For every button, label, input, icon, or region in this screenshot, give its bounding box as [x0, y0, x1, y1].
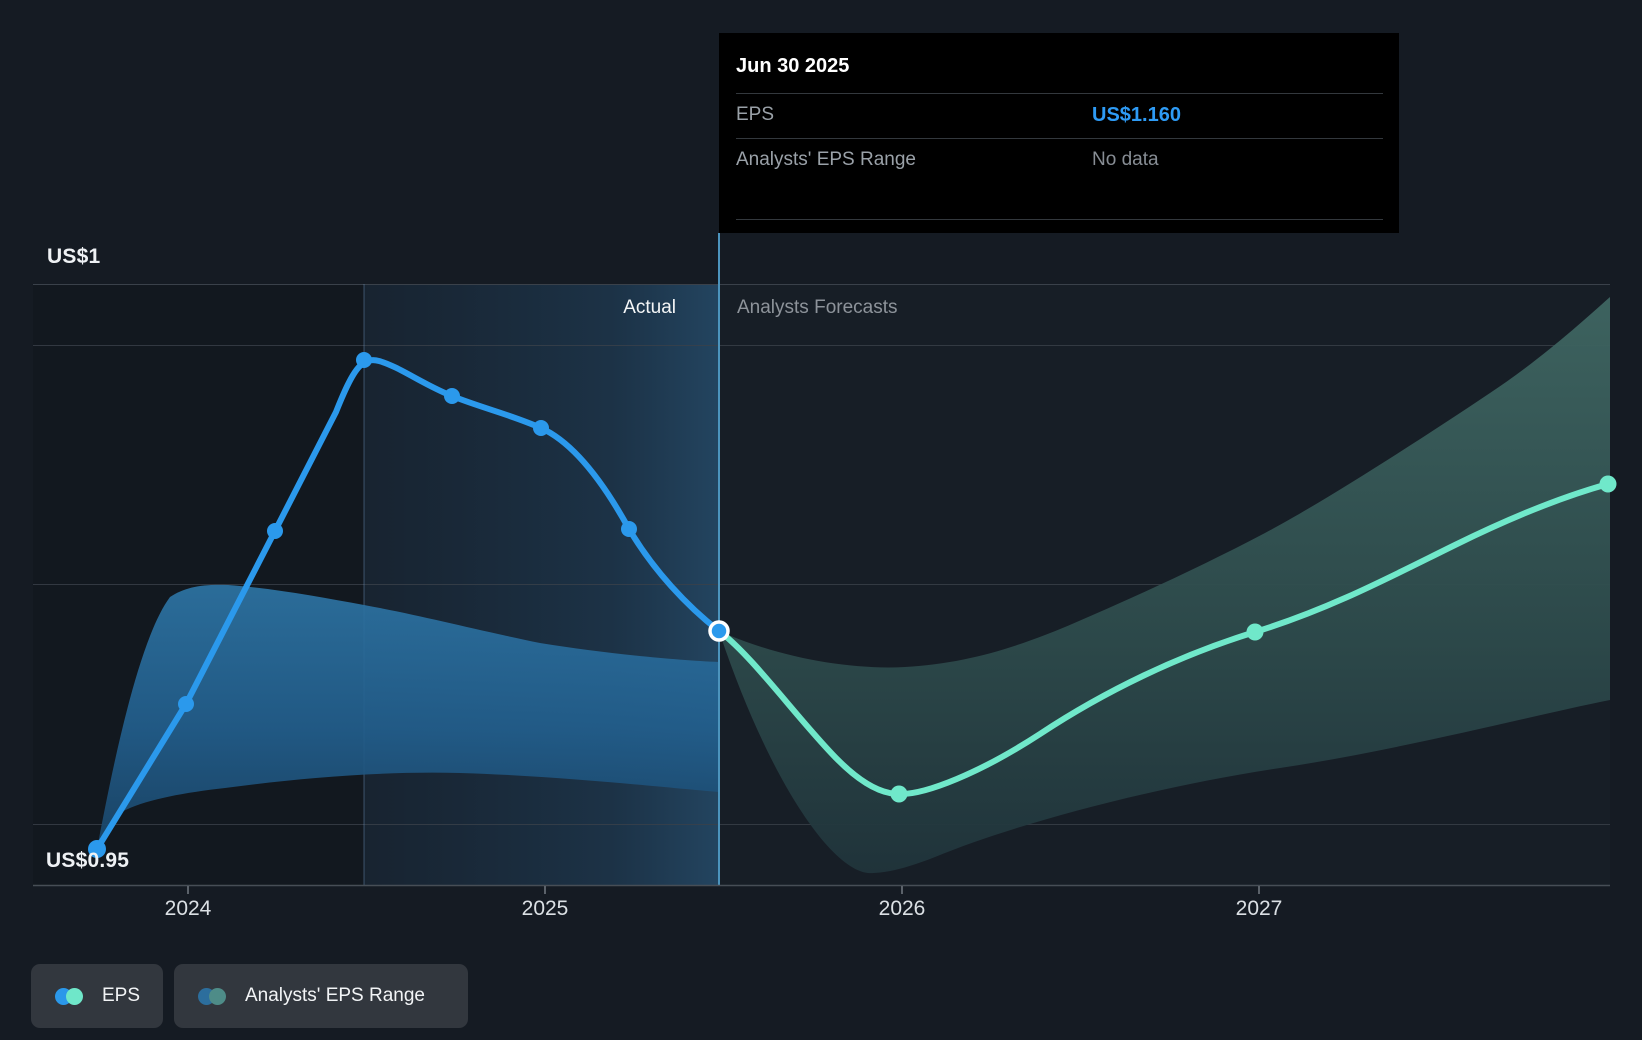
- eps-forecast-point[interactable]: [1599, 475, 1617, 493]
- hover-tooltip: Jun 30 2025 EPS US$1.160 Analysts' EPS R…: [719, 33, 1399, 233]
- eps-actual-point[interactable]: [267, 523, 283, 539]
- forecast-section-label: Analysts Forecasts: [737, 297, 898, 318]
- x-tick-2025: 2025: [521, 897, 569, 920]
- eps-forecast-point[interactable]: [1246, 623, 1264, 641]
- eps-actual-point[interactable]: [356, 352, 372, 368]
- eps-forecast-point[interactable]: [890, 785, 908, 803]
- x-tick-2027: 2027: [1235, 897, 1283, 920]
- tooltip-divider: [736, 93, 1383, 94]
- eps-actual-point[interactable]: [621, 521, 637, 537]
- y-axis-label-top: US$1: [47, 245, 101, 268]
- legend-item-eps[interactable]: EPS: [31, 964, 163, 1028]
- legend-eps-label: EPS: [102, 985, 141, 1006]
- tooltip-range-value: No data: [1092, 149, 1159, 170]
- forecast-range-band: [719, 297, 1610, 874]
- x-axis-ticks: [187, 886, 1260, 894]
- y-axis-label-bottom: US$0.95: [46, 849, 130, 872]
- legend-range-dots: [198, 987, 226, 1005]
- eps-actual-point[interactable]: [88, 840, 106, 858]
- tooltip-divider: [736, 219, 1383, 220]
- legend-item-analysts-eps-range[interactable]: Analysts' EPS Range: [174, 964, 468, 1028]
- tooltip-divider: [736, 138, 1383, 139]
- legend-eps-dots: [55, 987, 83, 1005]
- tooltip-eps-value: US$1.160: [1092, 104, 1181, 126]
- tooltip-eps-label: EPS: [736, 104, 775, 125]
- tooltip-range-label: Analysts' EPS Range: [736, 149, 916, 170]
- range-teal-dot-icon: [209, 987, 226, 1005]
- eps-actual-point[interactable]: [533, 420, 549, 436]
- eps-forecast-line[interactable]: [716, 481, 1611, 798]
- tooltip-date: Jun 30 2025: [736, 55, 850, 77]
- eps-crossover-point-selected[interactable]: [708, 620, 730, 642]
- x-tick-2026: 2026: [878, 897, 926, 920]
- eps-teal-dot-icon: [66, 987, 83, 1005]
- actual-range-band: [97, 584, 719, 849]
- actual-section-label: Actual: [623, 297, 676, 318]
- data-point-dots[interactable]: [88, 352, 1617, 858]
- legend-range-label: Analysts' EPS Range: [245, 985, 425, 1006]
- eps-actual-point[interactable]: [444, 388, 460, 404]
- eps-actual-point[interactable]: [178, 696, 194, 712]
- x-tick-2024: 2024: [164, 897, 212, 920]
